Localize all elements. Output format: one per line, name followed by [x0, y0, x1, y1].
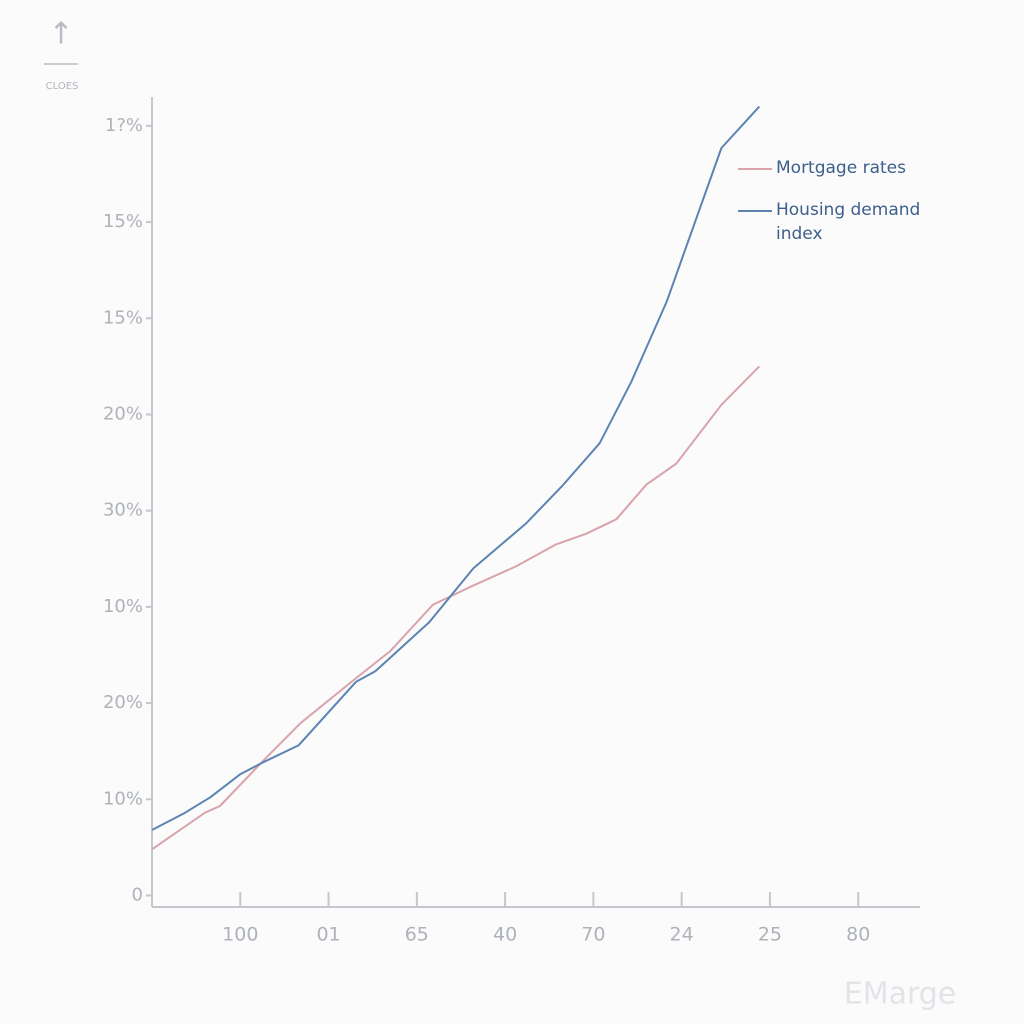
y-tick-label: 20%: [103, 692, 143, 713]
x-tick-label: 40: [493, 924, 517, 946]
watermark: EMarge: [844, 977, 957, 1012]
x-tick-label: 25: [758, 924, 782, 946]
legend-label: Housing demand index: [776, 200, 921, 244]
up-arrow-icon: ↑: [48, 17, 73, 52]
legend: Mortgage rates Housing demand index: [738, 156, 938, 264]
y-tick-label: 10%: [103, 596, 143, 617]
series-line: [151, 105, 761, 831]
legend-swatch: [738, 210, 772, 212]
series-line: [151, 365, 761, 851]
header-label: CLOES: [46, 81, 79, 92]
y-tick-label: 20%: [103, 403, 143, 424]
y-tick-label: 1?%: [105, 115, 143, 136]
x-tick-label: 80: [846, 924, 870, 946]
x-tick-label: 70: [581, 924, 605, 946]
legend-label: Mortgage rates: [776, 158, 906, 178]
legend-swatch: [738, 168, 772, 170]
y-tick-label: 15%: [103, 307, 143, 328]
legend-item: Mortgage rates: [738, 156, 938, 180]
y-tick-label: 10%: [103, 788, 143, 809]
x-tick-label: 100: [222, 924, 258, 946]
x-tick-label: 01: [316, 924, 340, 946]
x-tick-label: 24: [670, 924, 694, 946]
x-tick-label: 65: [405, 924, 429, 946]
legend-item: Housing demand index: [738, 198, 938, 246]
y-tick-label: 0: [132, 884, 143, 905]
y-tick-label: 15%: [103, 211, 143, 232]
y-tick-label: 30%: [103, 500, 143, 521]
